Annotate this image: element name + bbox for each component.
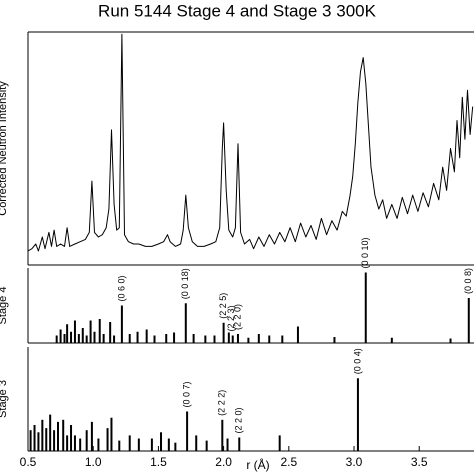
peak-label: (2 2 2): [217, 390, 227, 416]
y-axis-label: Stage 4: [0, 287, 9, 325]
peak-label: (0 0 7): [181, 381, 191, 407]
peak-label: (2 2 0): [232, 304, 242, 330]
intensity-line: [27, 33, 474, 252]
peak-label: (0 0 18): [180, 268, 190, 299]
x-tick-label: 0.5: [20, 455, 37, 469]
peak-label: (2 2 3): [226, 305, 236, 331]
peak-label: (2 2 5): [218, 293, 228, 319]
peak-label: (0 6 0): [116, 275, 126, 301]
x-axis-label: r (Å): [246, 457, 269, 472]
chart-title: Run 5144 Stage 4 and Stage 3 300K: [98, 1, 377, 20]
y-axis-label: Stage 3: [0, 380, 9, 418]
peak-label: (0 0 8): [463, 268, 473, 294]
y-axis-label: Corrected Neutron Intensity: [0, 81, 9, 216]
peak-label: (0 0 4): [352, 348, 362, 374]
x-tick-label: 3.0: [346, 455, 363, 469]
peak-label: (2 2 0): [234, 407, 244, 433]
peak-label: (0 0 10): [360, 237, 370, 268]
x-tick-label: 3.5: [411, 455, 428, 469]
x-tick-label: 1.5: [150, 455, 167, 469]
x-tick-label: 2.0: [215, 455, 232, 469]
x-tick-label: 1.0: [85, 455, 102, 469]
x-tick-label: 2.5: [280, 455, 297, 469]
